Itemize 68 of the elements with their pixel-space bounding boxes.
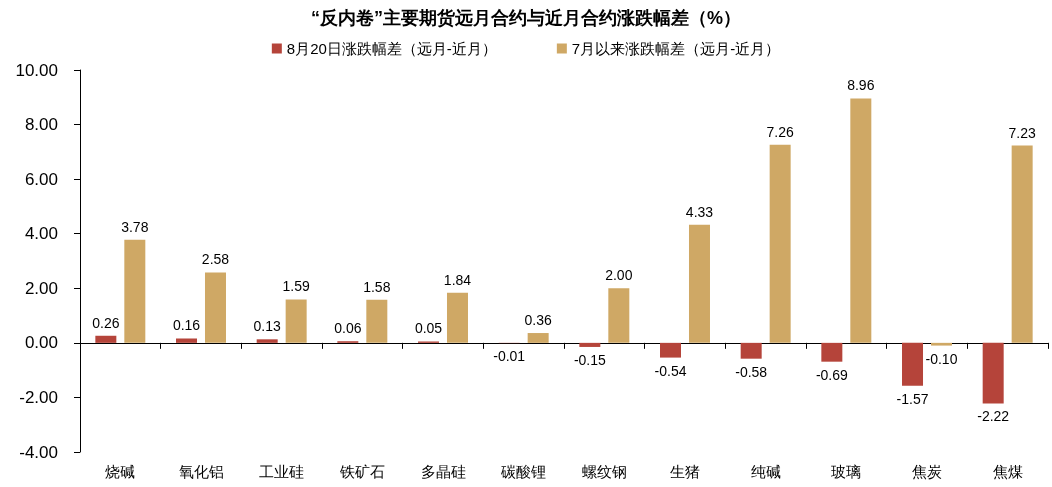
- data-label: 0.06: [334, 320, 362, 337]
- bar: [902, 342, 924, 386]
- bar: [982, 342, 1004, 404]
- data-label: 0.05: [414, 320, 443, 337]
- data-label: 4.33: [685, 203, 714, 220]
- x-tick-label: 碳酸锂: [500, 463, 547, 480]
- bar: [608, 288, 630, 343]
- data-label: 0.36: [524, 312, 552, 329]
- bar: [176, 338, 198, 343]
- bar: [769, 144, 791, 343]
- x-tick-label: 纯碱: [750, 463, 781, 480]
- data-label: -0.69: [815, 366, 849, 383]
- x-tick-label: 铁矿石: [338, 463, 385, 480]
- bar: [366, 299, 388, 343]
- bar: [688, 224, 710, 343]
- y-tick-label: -2.00: [19, 387, 58, 407]
- data-label: 1.58: [363, 278, 391, 295]
- data-label: -1.57: [896, 390, 929, 407]
- y-tick-label: 4.00: [24, 224, 58, 244]
- bar: [124, 239, 146, 343]
- bar: [660, 342, 682, 358]
- bar: [204, 272, 226, 343]
- data-label: 2.00: [605, 267, 633, 284]
- x-tick-label: 螺纹钢: [581, 463, 627, 480]
- y-tick-label: 2.00: [24, 278, 58, 298]
- bar: [740, 342, 762, 359]
- data-label: 2.58: [201, 251, 230, 268]
- data-label: -0.54: [654, 362, 687, 379]
- data-label: -0.01: [493, 348, 526, 365]
- bar: [850, 98, 872, 343]
- y-tick-label: 8.00: [24, 115, 58, 135]
- x-tick-label: 焦煤: [992, 463, 1023, 480]
- bar: [446, 292, 468, 343]
- x-tick-label: 生猪: [670, 463, 700, 480]
- bar: [256, 339, 278, 343]
- bar: [930, 342, 952, 346]
- y-tick-label: 0.00: [24, 333, 58, 353]
- data-label: 8.96: [847, 77, 875, 94]
- bar: [1011, 145, 1033, 343]
- data-label: 1.84: [443, 271, 472, 288]
- x-tick-label: 烧碱: [105, 463, 136, 480]
- data-label: 0.16: [172, 317, 201, 334]
- chart-title: “反内卷”主要期货远月合约与近月合约涨跌幅差（%）: [310, 8, 742, 28]
- legend-label: 8月20日涨跌幅差（远月-近月）: [286, 40, 497, 57]
- bar: [95, 335, 117, 343]
- x-tick-label: 多晶硅: [420, 463, 466, 480]
- data-label: -0.15: [573, 351, 607, 368]
- x-tick-label: 氧化铝: [178, 463, 224, 480]
- bar: [527, 333, 549, 343]
- bar: [285, 299, 307, 343]
- data-label: 7.23: [1008, 124, 1036, 141]
- bar: [821, 342, 843, 362]
- x-tick-label: 工业硅: [259, 463, 305, 480]
- x-tick-label: 焦炭: [912, 463, 942, 480]
- y-tick-label: 6.00: [24, 169, 58, 189]
- data-label: -2.22: [977, 408, 1010, 425]
- x-tick-label: 玻璃: [831, 463, 862, 480]
- y-tick-label: -4.00: [19, 442, 58, 462]
- bar: [579, 342, 601, 347]
- data-label: 3.78: [121, 218, 149, 235]
- data-label: 7.26: [766, 123, 794, 140]
- data-label: 1.59: [282, 278, 310, 295]
- data-label: -0.58: [735, 363, 768, 380]
- y-tick-label: 10.00: [15, 60, 58, 80]
- data-label: -0.10: [925, 350, 958, 367]
- data-label: 0.26: [92, 314, 120, 331]
- data-label: 0.13: [253, 318, 282, 335]
- legend-label: 7月以来涨跌幅差（远月-近月）: [571, 40, 781, 57]
